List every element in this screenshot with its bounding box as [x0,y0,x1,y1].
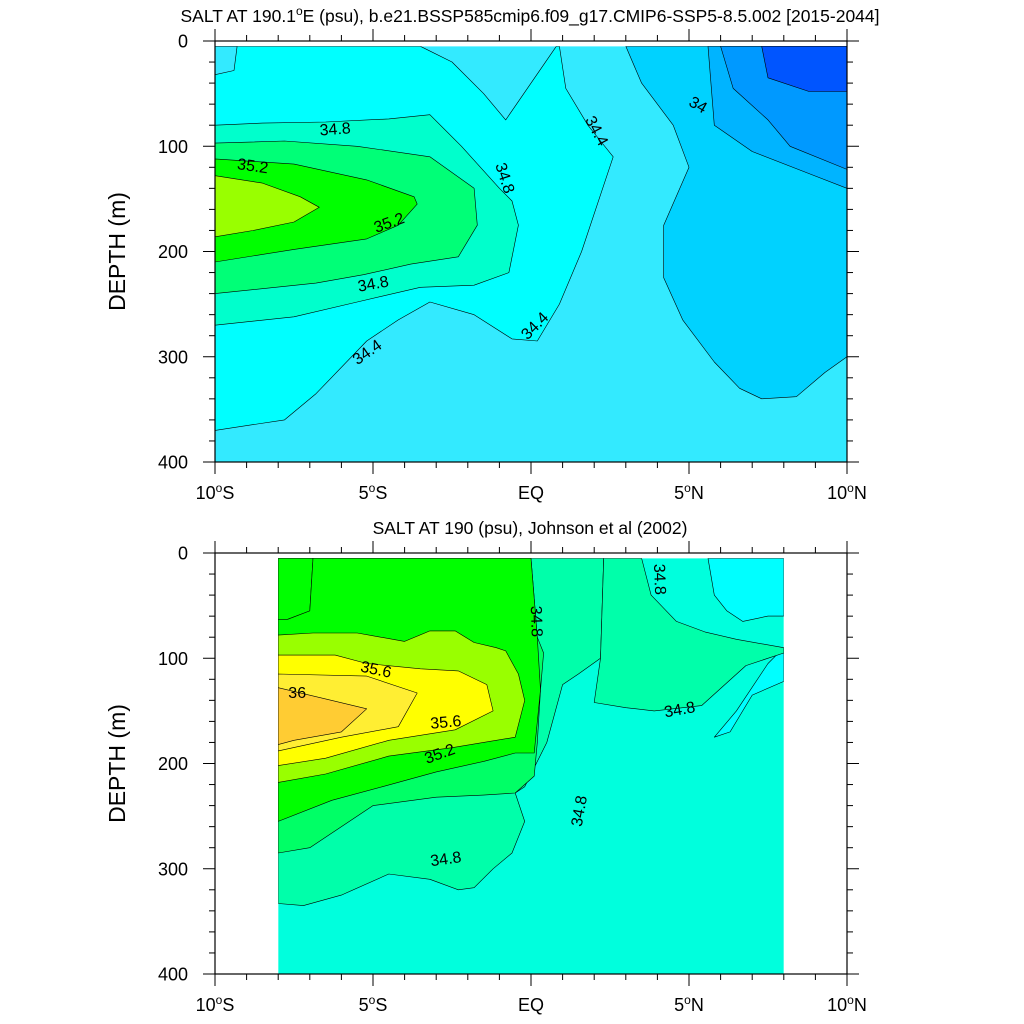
panel-2-y-tick-label: 400 [158,965,188,985]
panel-2-contour-label-text: 34.8 [429,849,462,870]
panel-2-contour-region-6 [278,558,314,620]
panel-1-y-tick-label: 0 [178,32,188,52]
panel-2-y-tick-label: 300 [158,859,188,879]
panel-2-title: SALT AT 190 (psu), Johnson et al (2002) [373,518,688,538]
panel-1-title: SALT AT 190.1oE (psu), b.e21.BSSP585cmip… [180,4,879,27]
panel-2-contour-label-text: 35.6 [430,713,463,733]
panel-1-contour-label-text: 34.8 [319,120,351,139]
panel-2-contour-label-text: 34.8 [663,699,697,721]
panel-2-x-tick-label: 10oS [196,993,235,1015]
panel-1-contour-label-7: 34.8 [356,273,390,295]
panel-2-contour-label-9: 34.8 [429,849,462,870]
panel-2-contour-label-3: 35.6 [430,713,463,733]
panel-2-contour-region-2 [713,647,784,738]
panel-2-x-tick-label: EQ [518,995,544,1015]
panel-2-y-axis-label: DEPTH (m) [104,704,130,823]
panel-1-x-tick-label: 10oS [196,481,235,503]
panel-2-contour-region-4 [593,558,784,712]
panel-2-x-tick-label: 5oN [674,993,704,1015]
panel-2-contour-label-text: 34.8 [569,794,591,828]
panel-2-contour-label-8: 34.8 [569,794,591,828]
panel-1-x-tick-label: 5oS [359,481,388,503]
panel-2-contour-region-11 [278,687,368,745]
panel-2: 35.63635.635.234.834.834.834.834.8010020… [104,518,867,1015]
panel-2-y-tick-label: 200 [158,754,188,774]
panel-1-contour-label-5: 34 [686,94,710,118]
panel-2-contour-label-text: 36 [288,685,306,702]
panel-1-y-tick-label: 100 [158,137,188,157]
panel-1-contour-label-text: 34.8 [356,273,390,295]
panel-1-x-tick-label: 10oN [827,481,867,503]
panel-2-contour-fill [278,558,784,974]
panel-2-y-tick-label: 0 [178,544,188,564]
panel-1-contour-label-1: 34.8 [319,120,351,139]
panel-1-contour-label-2: 35.2 [236,156,269,177]
panel-1-contour-label-text: 35.2 [236,156,269,177]
panel-1-contour-region-5 [215,175,320,238]
panel-1: 34.835.2 34.834.43435.234.834.434.4010020… [104,4,880,503]
panel-2-contour-label-1: 35.6 [359,659,393,682]
panel-2-contour-label-5: 34.8 [527,606,545,638]
panel-2-contour-region-1 [707,558,784,622]
panel-2-x-tick-label: 10oN [827,993,867,1015]
panel-1-contour-region-10 [761,46,847,92]
panel-2-contour-label-2: 36 [288,685,306,702]
panel-1-x-tick-label: 5oN [674,481,704,503]
panel-2-contour-label-text: 34.8 [527,606,545,638]
panel-1-contour-region-6 [215,46,238,75]
panel-2-contour-label-text: 35.6 [359,659,393,682]
panel-1-y-tick-label: 300 [158,347,188,367]
panel-1-y-tick-label: 400 [158,453,188,473]
panel-1-contour-fill [215,46,847,462]
panel-1-x-tick-label: EQ [518,483,544,503]
panel-1-y-tick-label: 200 [158,242,188,262]
panel-2-contour-label-7: 34.8 [663,699,697,721]
panel-1-contour-label-text: 34 [686,94,710,118]
panel-2-contour-label-6: 34.8 [650,563,668,595]
panel-2-contour-label-text: 34.8 [650,563,668,595]
panel-2-y-tick-label: 100 [158,649,188,669]
panel-1-y-axis-label: DEPTH (m) [104,192,130,311]
panel-2-x-tick-label: 5oS [359,993,388,1015]
